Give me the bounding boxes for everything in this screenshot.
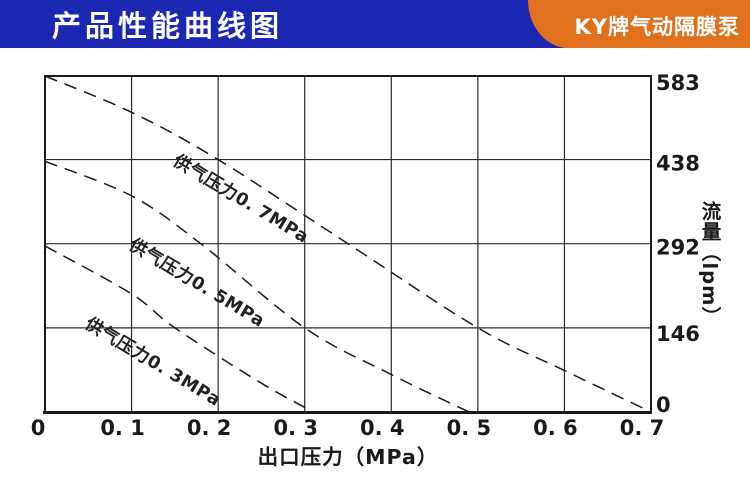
x-axis-title: 出口压力（MPa） <box>258 445 439 469</box>
y-axis-title: 流量（lpm） <box>698 201 721 327</box>
header-bar: 产品性能曲线图 KY牌气动隔膜泵 <box>0 0 750 48</box>
x-tick-label: 0. 1 <box>100 416 145 440</box>
y-tick-label: 583 <box>656 71 700 95</box>
curve-series-1 <box>44 160 470 413</box>
curve-series-0 <box>44 75 652 413</box>
y-tick-label: 0 <box>656 393 671 417</box>
curve-series-2 <box>44 245 314 413</box>
y-tick-label: 292 <box>656 236 700 260</box>
x-tick-label: 0. 6 <box>533 416 578 440</box>
page-title: 产品性能曲线图 <box>52 9 284 43</box>
x-tick-label: 0. 5 <box>447 416 492 440</box>
x-tick-label: 0. 7 <box>620 416 665 440</box>
x-tick-label: 0. 3 <box>273 416 318 440</box>
grid-layer <box>43 75 652 414</box>
curve-label-1: 供气压力0. 5MPa <box>125 234 269 332</box>
brand-badge-label: KY牌气动隔膜泵 <box>574 14 740 39</box>
tick-label-layer: 0 0. 1 0. 2 0. 3 0. 4 0. 5 0. 6 0. 7 583 438 292 14… <box>31 71 700 440</box>
x-tick-label: 0. 4 <box>360 416 405 440</box>
y-tick-label: 438 <box>656 152 700 176</box>
brand-badge: KY牌气动隔膜泵 <box>528 0 750 48</box>
y-tick-label: 146 <box>656 322 700 346</box>
curve-label-0: 供气压力0. 7MPa <box>169 150 313 248</box>
x-tick-label: 0 <box>31 416 46 440</box>
x-tick-label: 0. 2 <box>187 416 232 440</box>
